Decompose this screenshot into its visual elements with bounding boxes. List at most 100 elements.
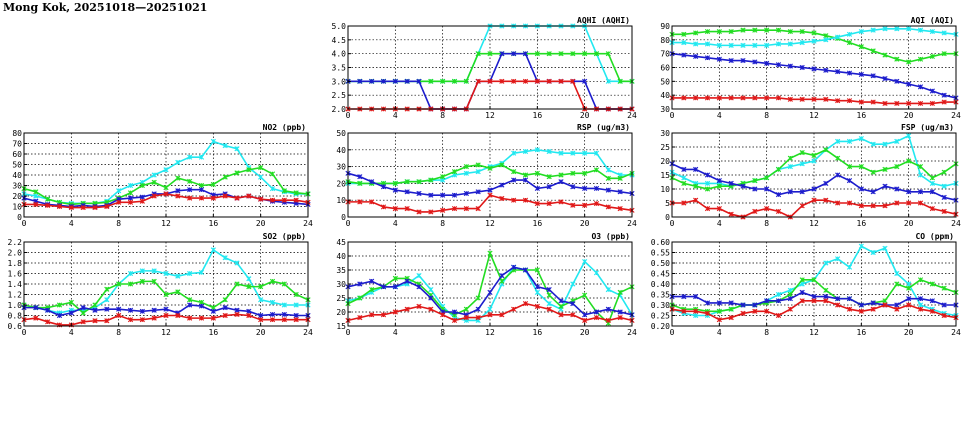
data-point-blue <box>870 189 876 195</box>
data-point-green <box>894 56 900 62</box>
data-point-blue <box>33 305 39 311</box>
data-point-cyan <box>704 41 711 47</box>
data-point-blue <box>693 53 699 60</box>
y-tick-label: 0.6 <box>8 322 23 331</box>
data-point-red <box>558 312 564 318</box>
data-point-red <box>475 315 481 321</box>
data-point-blue <box>894 186 900 192</box>
data-point-blue <box>787 296 793 302</box>
data-point-blue <box>906 81 912 87</box>
y-tick-label: 0.50 <box>651 259 670 268</box>
data-point-blue <box>380 184 387 190</box>
data-point-blue <box>404 78 410 84</box>
data-point-green <box>605 175 611 181</box>
data-point-blue <box>570 184 576 190</box>
data-point-cyan <box>582 150 588 156</box>
data-point-green <box>764 175 770 181</box>
data-point-red <box>617 315 623 321</box>
data-point-red <box>511 197 517 203</box>
data-point-red <box>823 298 829 304</box>
data-point-red <box>222 193 228 199</box>
chart-panel-3: 0 4 8 12 16 20 24 0 10 20 30 40 50 RSP (ug/m3) <box>336 123 637 228</box>
data-point-green <box>369 287 375 293</box>
data-point-blue <box>487 187 493 193</box>
data-point-blue <box>392 187 398 193</box>
data-point-green <box>258 284 264 290</box>
x-tick-label: 16 <box>857 328 867 337</box>
data-point-red <box>440 207 446 213</box>
data-point-green <box>593 51 600 57</box>
data-point-cyan <box>894 270 900 277</box>
data-point-blue <box>127 307 134 313</box>
data-point-red <box>392 206 398 212</box>
data-point-blue <box>835 296 841 302</box>
x-tick-label: 12 <box>161 328 171 337</box>
data-point-red <box>704 310 711 316</box>
x-tick-label: 24 <box>627 111 637 120</box>
x-tick-label: 24 <box>951 328 961 337</box>
data-point-blue <box>511 177 517 183</box>
data-point-red <box>522 301 529 307</box>
data-point-cyan <box>163 167 169 173</box>
data-point-blue <box>882 75 888 82</box>
data-point-red <box>487 78 493 84</box>
data-point-blue <box>787 63 793 69</box>
x-tick-label: 24 <box>627 219 637 228</box>
data-point-red <box>882 203 888 209</box>
data-point-blue <box>728 57 734 64</box>
data-point-blue <box>681 52 687 58</box>
data-point-cyan <box>33 193 39 199</box>
data-point-red <box>823 197 829 203</box>
data-point-blue <box>582 312 588 318</box>
x-tick-label: 12 <box>809 219 819 228</box>
x-tick-label: 20 <box>580 111 590 120</box>
y-tick-label: 5 <box>665 199 670 208</box>
data-point-green <box>546 174 552 180</box>
y-tick-label: 20 <box>12 192 22 201</box>
data-point-blue <box>941 92 947 98</box>
data-point-green <box>487 165 493 171</box>
data-point-red <box>487 192 493 198</box>
data-point-blue <box>175 188 181 194</box>
data-point-red <box>681 308 687 314</box>
chart-title: FSP (ug/m3) <box>901 123 954 132</box>
data-point-green <box>92 302 98 308</box>
data-point-blue <box>440 192 446 198</box>
data-point-cyan <box>716 42 722 48</box>
data-point-red <box>775 208 782 214</box>
data-point-blue <box>392 78 398 84</box>
data-point-cyan <box>906 281 912 287</box>
data-point-red <box>281 317 287 323</box>
data-point-blue <box>593 309 600 315</box>
data-point-cyan <box>858 136 864 142</box>
y-tick-label: 25 <box>660 143 670 152</box>
data-point-cyan <box>941 183 947 189</box>
data-point-green <box>451 78 458 84</box>
y-tick-label: 20 <box>336 179 346 188</box>
data-point-red <box>775 312 782 319</box>
data-point-cyan <box>116 188 122 194</box>
x-tick-label: 8 <box>440 219 445 228</box>
data-point-cyan <box>127 182 134 189</box>
chart-panel-1: 0 4 8 12 16 20 24 30 40 50 60 70 80 90 AQI (AQI) <box>660 16 961 120</box>
data-point-green <box>269 278 276 284</box>
data-point-green <box>246 284 252 290</box>
data-point-blue <box>716 300 722 306</box>
data-point-blue <box>787 189 793 195</box>
data-point-green <box>175 175 181 181</box>
data-point-cyan <box>799 161 805 167</box>
data-point-cyan <box>605 287 611 293</box>
data-point-green <box>522 172 529 178</box>
data-point-green <box>151 278 157 284</box>
data-point-green <box>906 158 912 164</box>
data-point-red <box>752 95 758 101</box>
data-point-cyan <box>269 186 276 192</box>
chart-title: O3 (ppb) <box>591 232 630 241</box>
data-point-green <box>534 267 540 273</box>
data-point-red <box>728 315 734 321</box>
data-point-green <box>906 285 912 291</box>
data-point-blue <box>281 311 287 318</box>
data-point-blue <box>463 190 469 197</box>
data-point-red <box>357 315 363 321</box>
data-point-green <box>752 27 758 33</box>
